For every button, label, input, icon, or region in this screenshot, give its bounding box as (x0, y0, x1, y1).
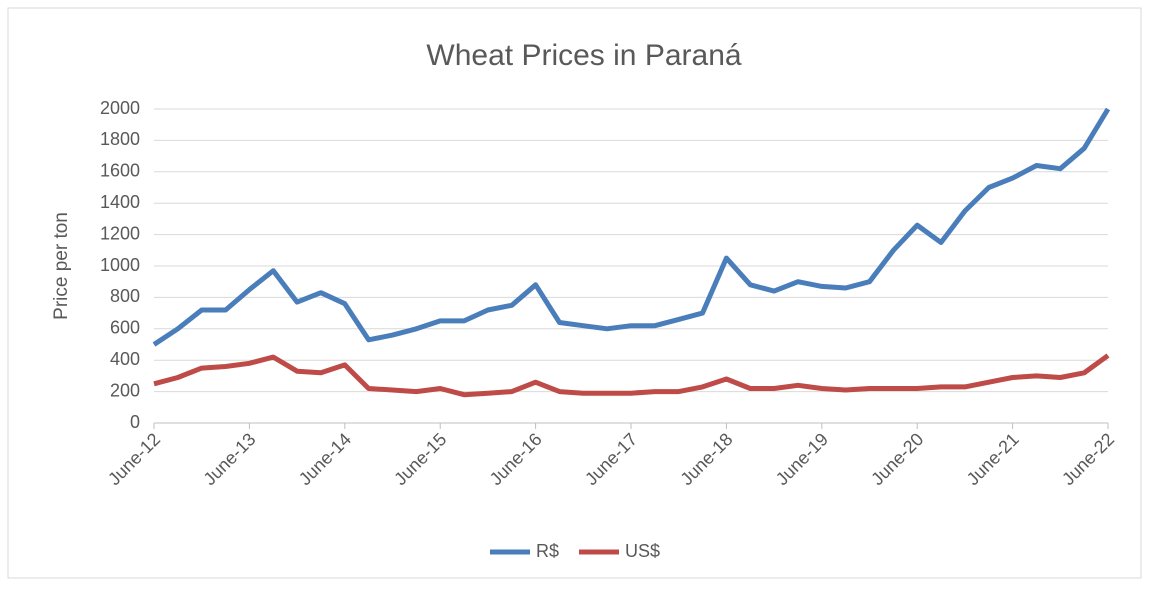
series-line (153, 353, 1110, 398)
y-tick-label: 200 (110, 380, 140, 400)
y-tick-label: 2000 (100, 98, 140, 118)
legend-label: US$ (625, 541, 660, 561)
y-tick-label: 1200 (100, 223, 140, 243)
y-tick-label: 800 (110, 286, 140, 306)
y-tick-label: 400 (110, 349, 140, 369)
y-tick-label: 1600 (100, 161, 140, 181)
y-tick-label: 1400 (100, 192, 140, 212)
chart-border (7, 7, 1142, 579)
y-axis-label: Price per ton (51, 212, 72, 320)
legend-label: R$ (536, 541, 559, 561)
series-line (152, 107, 1111, 347)
chart-title: Wheat Prices in Paraná (426, 39, 741, 72)
y-tick-label: 0 (130, 412, 140, 432)
y-tick-label: 1800 (100, 129, 140, 149)
y-tick-label: 1000 (100, 255, 140, 275)
y-tick-label: 600 (110, 318, 140, 338)
